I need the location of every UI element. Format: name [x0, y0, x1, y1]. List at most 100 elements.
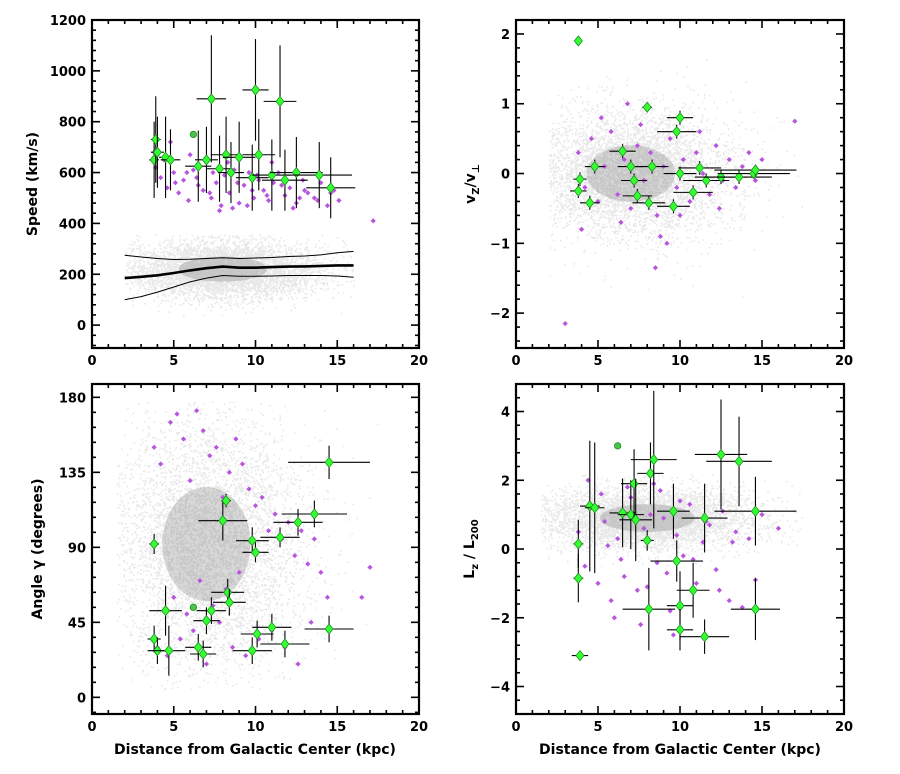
lz-x-tick-label: 10: [671, 720, 689, 735]
angle-green-point: [149, 534, 160, 554]
angle-green-diamond: [280, 638, 290, 650]
speed-purple-point: [246, 169, 252, 176]
speed-purple-point: [264, 192, 270, 199]
vratio-purple-point: [628, 205, 634, 212]
lz-purple-point: [595, 580, 601, 586]
vratio-purple-point: [792, 118, 798, 124]
speed-trend-upper: [124, 250, 354, 261]
angle-x-axis-title: Distance from Galactic Center (kpc): [114, 742, 396, 758]
speed-purple-point: [241, 182, 247, 188]
lz-y-tick-label: 2: [501, 474, 510, 489]
lz-purple-point: [601, 518, 608, 525]
speed-purple-point: [187, 152, 193, 158]
speed-purple-point: [331, 187, 337, 193]
lz-purple-point: [733, 529, 739, 535]
lz-green-diamond: [668, 505, 678, 517]
lz-green-diamond: [645, 467, 655, 480]
lz-purple-point: [618, 556, 624, 562]
angle-purple-point: [367, 564, 373, 570]
speed-x-tick-labels: 0 5 10 15 20: [87, 354, 428, 369]
vratio-purple-points: [562, 101, 798, 327]
speed-purple-point: [158, 175, 164, 181]
vratio-y-tick-label: −1: [490, 237, 510, 252]
speed-green-point: [242, 119, 276, 191]
speed-purple-point: [210, 169, 216, 176]
angle-y-tick-labels: 0 45 90 135 180: [59, 391, 86, 706]
angle-green-diamond: [221, 495, 231, 507]
lz-green-dot: [614, 442, 622, 450]
speed-purple-point: [208, 195, 214, 201]
speed-green-diamond: [291, 166, 301, 179]
speed-green-diamond: [234, 151, 244, 163]
vratio-purple-point: [697, 129, 703, 135]
angle-green-point: [198, 500, 248, 541]
lz-y-tick-label: −4: [490, 681, 510, 696]
angle-purple-point: [318, 569, 324, 575]
angle-green-point: [152, 625, 186, 676]
lz-purple-point: [687, 501, 693, 507]
speed-green-diamond: [165, 154, 175, 166]
vratio-purple-point: [687, 198, 693, 205]
angle-green-point: [221, 494, 231, 508]
angle-green-point: [288, 445, 370, 479]
speed-y-tick-labels: 0 200 400 600 800 1000 1200: [50, 14, 86, 334]
speed-green-diamond: [326, 182, 336, 194]
angle-purple-point: [167, 419, 174, 425]
lz-purple-point: [775, 525, 781, 531]
vratio-purple-point: [634, 143, 640, 149]
angle-cloud-dots: [116, 401, 379, 691]
angle-purple-point: [311, 536, 317, 542]
angle-green-point: [240, 620, 274, 648]
vratio-purple-point: [582, 184, 588, 191]
angle-green-diamond: [324, 623, 334, 635]
vratio-y-tick-label: 2: [501, 28, 510, 43]
angle-purple-point: [213, 444, 219, 450]
angle-green-point: [190, 640, 217, 668]
speed-x-tick-label: 20: [410, 354, 428, 369]
vratio-green-diamond: [701, 174, 711, 187]
angle-purple-point: [308, 619, 314, 625]
angle-purple-point: [174, 411, 180, 417]
lz-green-point: [584, 442, 605, 574]
angle-green-point: [149, 585, 182, 636]
speed-y-tick-label: 0: [77, 319, 86, 334]
vratio-green-diamond: [618, 145, 628, 157]
angle-green-dot: [189, 603, 197, 611]
speed-y-tick-label: 400: [59, 217, 86, 232]
angle-purple-point: [197, 578, 203, 584]
angle-x-tick-label: 10: [246, 720, 264, 735]
speed-purple-point: [287, 185, 293, 191]
vratio-green-points: [570, 35, 797, 214]
speed-green-point: [242, 39, 269, 141]
speed-trend-mean: [124, 264, 354, 280]
angle-green-point: [252, 614, 292, 641]
lz-purple-point: [647, 512, 654, 518]
lz-purple-points: [575, 477, 781, 638]
vratio-cloud: [548, 59, 803, 298]
lz-purple-point: [674, 532, 680, 538]
angle-purple-point: [298, 528, 304, 534]
angle-green-point: [242, 542, 269, 563]
speed-green-point: [189, 130, 197, 139]
lz-green-diamond: [618, 507, 628, 519]
angle-green-diamond: [201, 615, 211, 627]
angle-purple-point: [246, 486, 252, 492]
vratio-purple-point: [562, 320, 568, 327]
lz-purple-point: [634, 587, 640, 593]
speed-green-diamond: [221, 149, 231, 161]
speed-purple-point: [336, 197, 342, 204]
lz-green-point: [573, 554, 584, 603]
lz-purple-point: [621, 573, 627, 580]
vratio-green-point: [573, 35, 583, 47]
lz-green-diamond: [573, 538, 583, 550]
lz-green-diamond: [750, 603, 760, 615]
lz-cloud-dots: [540, 473, 803, 568]
angle-green-point: [235, 527, 269, 554]
angle-green-diamond: [206, 605, 216, 617]
vratio-green-diamond: [585, 197, 595, 209]
panel-angle: 0 5 10 15 20 0 45 90 135 180 Angle γ (degrees) D…: [30, 382, 428, 758]
vratio-green-diamond: [642, 101, 652, 113]
lz-green-diamond: [642, 534, 652, 547]
vratio-purple-point: [667, 136, 673, 142]
vratio-x-tick-label: 0: [511, 354, 520, 369]
